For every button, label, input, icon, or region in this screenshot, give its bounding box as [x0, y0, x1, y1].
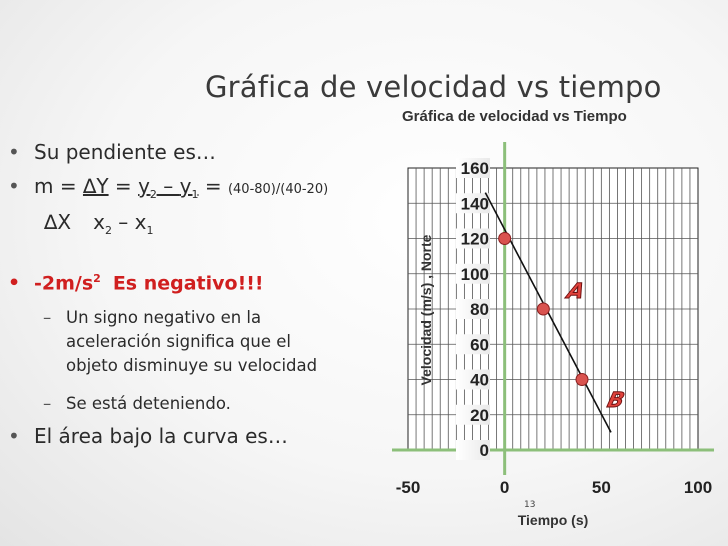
y-tick-bg	[456, 440, 490, 460]
sub-bullet-line-1: Un signo negativo en la	[66, 308, 262, 327]
bullet-area-text: El área bajo la curva es…	[34, 424, 288, 448]
formula-x-minus: –	[111, 210, 135, 234]
y-tick: 20	[456, 404, 490, 425]
data-point	[536, 302, 550, 316]
y-tick-label: 80	[470, 300, 489, 319]
bullet-formula: • m = ∆Y = y2 – y1 = (40-80)/(40-20)	[8, 174, 328, 201]
y-tick-label: 0	[480, 441, 489, 460]
bullet-dot-icon: •	[8, 174, 20, 198]
y-tick-labels: 0 20 40 60 80 100 120 140 160	[456, 158, 490, 460]
formula-x1-sub: 1	[146, 224, 154, 237]
chart-axes	[392, 142, 714, 475]
formula-numerator: y2 – y1	[138, 174, 199, 201]
bullet-slope-text: Su pendiente es…	[34, 140, 216, 164]
formula-x1: x	[134, 210, 147, 234]
formula-minus: –	[156, 174, 180, 198]
formula-x2-sub: 2	[104, 224, 112, 237]
y-tick-label: 140	[461, 194, 489, 213]
y-axis-label: Velocidad (m/s) , Norte	[418, 234, 434, 386]
x-tick-label: -50	[396, 478, 421, 497]
slide-title: Gráfica de velocidad vs tiempo	[205, 70, 662, 104]
bullet-dot-icon: •	[8, 424, 20, 448]
bullet-area: • El área bajo la curva es…	[8, 424, 288, 448]
y-tick-bg	[456, 299, 490, 319]
formula-y1: y	[179, 174, 192, 198]
dash-icon: –	[43, 308, 52, 327]
y-tick: 60	[456, 334, 490, 355]
formula-y2: y	[138, 174, 150, 198]
formula-y2-sub: 2	[149, 188, 157, 201]
result-text: Es negativo!!!	[112, 272, 264, 295]
sub-bullet-negative-sign: – Un signo negativo en la aceleración sig…	[43, 306, 317, 378]
y-tick-label: 100	[461, 265, 489, 284]
formula-equals-2: =	[198, 174, 228, 198]
y-tick: 140	[456, 193, 490, 214]
y-tick: 0	[456, 440, 490, 460]
data-point	[498, 232, 512, 245]
formula-delta-y: ∆Y	[82, 174, 109, 198]
result-value: -2m/s	[34, 272, 94, 295]
bullet-dot-icon: •	[8, 140, 20, 164]
y-tick-bg	[456, 334, 490, 355]
chart-points	[498, 232, 589, 386]
y-tick-label: 120	[461, 230, 489, 249]
chart-title: Gráfica de velocidad vs Tiempo	[402, 108, 627, 125]
y-tick-bg	[456, 193, 490, 214]
x-tick-labels: -50 0 50 100	[396, 478, 712, 497]
formula-y1-sub: 1	[191, 188, 199, 201]
y-tick: 100	[456, 263, 490, 284]
result-exponent: 2	[93, 272, 101, 285]
sub-bullet-line-2: aceleración significa que el	[66, 332, 291, 351]
y-tick-label: 60	[470, 335, 489, 354]
annotation-label: B	[605, 388, 627, 413]
y-tick: 80	[456, 299, 490, 319]
formula-m: m =	[34, 174, 83, 198]
formula-x2: x	[93, 210, 105, 234]
x-axis-label: Tiempo (s)	[517, 512, 589, 528]
y-tick-bg	[456, 158, 490, 178]
y-tick-bg	[456, 263, 490, 284]
y-tick-label: 160	[461, 159, 489, 178]
x-tick-label: 50	[592, 478, 611, 497]
bullet-result: • -2m/s2 Es negativo!!!	[8, 272, 264, 294]
chart-grid	[407, 167, 699, 451]
formula-delta-x: ∆X	[44, 210, 72, 234]
y-tick-label: 20	[470, 406, 489, 425]
y-tick: 40	[456, 369, 490, 390]
formula-calculation: (40-80)/(40-20)	[227, 182, 329, 197]
y-tick-bg	[456, 404, 490, 425]
bullet-list: • Su pendiente es… • m = ∆Y = y2 – y1 = (4…	[8, 0, 388, 546]
y-tick: 160	[456, 158, 490, 178]
x-tick-label: 0	[500, 478, 509, 497]
sub-bullet-stopping-text: Se está deteniendo.	[66, 394, 231, 413]
y-tick-bg	[456, 228, 490, 249]
y-tick: 120	[456, 228, 490, 249]
y-tick-bg	[456, 369, 490, 390]
formula-equals: =	[108, 174, 139, 198]
dash-icon: –	[43, 394, 52, 413]
x-tick-label: 100	[684, 478, 712, 497]
sub-bullet-stopping: – Se está deteniendo.	[43, 394, 231, 413]
page-number: 13	[524, 500, 536, 510]
bullet-slope: • Su pendiente es…	[8, 140, 216, 164]
data-point	[575, 373, 589, 386]
y-tick-label: 40	[470, 371, 489, 390]
bullet-dot-icon: •	[8, 272, 21, 295]
formula-denominator: ∆X x2 – x1	[44, 210, 154, 237]
sub-bullet-line-3: objeto disminuye su velocidad	[66, 356, 318, 375]
